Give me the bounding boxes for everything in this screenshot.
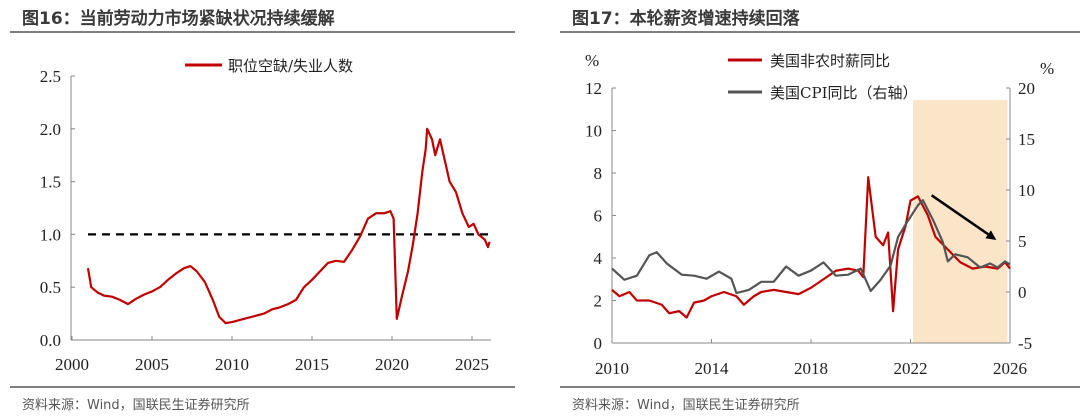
shaded-region bbox=[912, 100, 1008, 343]
y-tick-label: 0.5 bbox=[40, 278, 61, 297]
y-tick-label: 1.0 bbox=[40, 225, 61, 244]
y2-tick-label: 20 bbox=[1018, 79, 1035, 98]
y2-tick-label: -5 bbox=[1018, 334, 1032, 353]
y2-tick-label: 5 bbox=[1018, 232, 1027, 251]
y-tick-label: 12 bbox=[585, 79, 602, 98]
source-note: 资料来源：Wind，国联民生证券研究所 bbox=[22, 397, 250, 413]
legend-label-cpi: 美国CPI同比（右轴） bbox=[770, 84, 918, 102]
source-note: 资料来源：Wind，国联民生证券研究所 bbox=[572, 397, 800, 413]
y2-tick-label: 10 bbox=[1018, 181, 1035, 200]
x-tick-label: 2020 bbox=[375, 355, 409, 374]
x-tick-label: 2018 bbox=[794, 359, 828, 378]
x-tick-label: 2015 bbox=[295, 355, 329, 374]
trend-arrow-head bbox=[985, 230, 997, 240]
y2-tick-label: 15 bbox=[1018, 130, 1035, 149]
series-line-right bbox=[611, 199, 1011, 295]
y-tick-label: 0.0 bbox=[40, 331, 61, 350]
y-tick-label: 1.5 bbox=[40, 173, 61, 192]
x-tick-label: 2005 bbox=[135, 355, 169, 374]
series-line bbox=[86, 127, 491, 325]
x-tick-label: 2010 bbox=[215, 355, 249, 374]
x-tick-label: 2026 bbox=[993, 359, 1027, 378]
y-tick-label: 2.0 bbox=[40, 120, 61, 139]
y2-tick-label: 0 bbox=[1018, 283, 1027, 302]
x-tick-label: 2022 bbox=[894, 359, 928, 378]
y-tick-label: 6 bbox=[594, 207, 603, 226]
y-tick-label: 4 bbox=[594, 249, 603, 268]
x-tick-label: 2000 bbox=[55, 355, 89, 374]
trend-arrow bbox=[930, 194, 993, 238]
x-tick-label: 2010 bbox=[595, 359, 629, 378]
chart-title: 图17：本轮薪资增速持续回落 bbox=[572, 8, 801, 29]
legend-label: 职位空缺/失业人数 bbox=[228, 57, 353, 75]
x-tick-label: 2025 bbox=[455, 355, 489, 374]
y-tick-label: 10 bbox=[585, 122, 602, 141]
legend-label-wage: 美国非农时薪同比 bbox=[770, 52, 890, 70]
x-tick-label: 2014 bbox=[695, 359, 730, 378]
y-tick-label: 0 bbox=[594, 334, 603, 353]
y-axis-unit: % bbox=[585, 51, 599, 70]
chart-17: 图17：本轮薪资增速持续回落 资料来源：Wind，国联民生证券研究所 0 2 4 6 8… bbox=[560, 8, 1080, 413]
chart-title: 图16：当前劳动力市场紧缺状况持续缓解 bbox=[22, 8, 335, 29]
y2-axis-unit: % bbox=[1040, 59, 1054, 78]
series-line-left bbox=[611, 176, 1011, 319]
y-tick-label: 8 bbox=[594, 164, 603, 183]
chart-16: 图16：当前劳动力市场紧缺状况持续缓解 资料来源：Wind，国联民生证券研究所 … bbox=[10, 8, 515, 413]
y-tick-label: 2 bbox=[594, 292, 603, 311]
y-tick-label: 2.5 bbox=[40, 67, 61, 86]
